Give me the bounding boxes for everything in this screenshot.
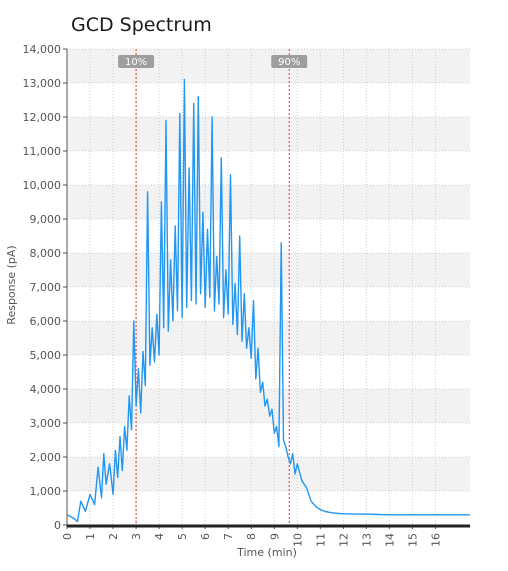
plot-band — [67, 321, 470, 355]
marker-label-bg — [118, 55, 155, 68]
marker-label-bg — [271, 55, 308, 68]
y-tick-label: 3,000 — [30, 417, 62, 430]
y-axis-label: Response (pA) — [5, 245, 18, 324]
y-tick-label: 2,000 — [30, 451, 62, 464]
chart-title: GCD Spectrum — [71, 14, 212, 36]
x-tick-label: 0 — [61, 533, 74, 540]
y-tick-label: 7,000 — [30, 281, 62, 294]
y-tick-label: 14,000 — [23, 43, 62, 56]
y-tick-label: 12,000 — [23, 111, 62, 124]
series-group — [66, 78, 470, 523]
x-tick-label: 1 — [84, 533, 97, 540]
x-tick-label: 4 — [153, 533, 166, 540]
x-tick-label: 11 — [314, 533, 327, 547]
x-tick-label: 3 — [130, 533, 143, 540]
marker-lines: 10% 90% — [118, 49, 308, 525]
x-tick-label: 13 — [360, 533, 373, 547]
y-tick-label: 9,000 — [30, 213, 62, 226]
plot-band — [67, 253, 470, 287]
plot-band — [67, 457, 470, 491]
x-tick-label: 10 — [291, 533, 304, 547]
x-tick-label: 7 — [222, 533, 235, 540]
y-tick-label: 13,000 — [23, 77, 62, 90]
y-tick-label: 10,000 — [23, 179, 62, 192]
x-tick-label: 6 — [199, 533, 212, 540]
marker-label: 10% — [125, 57, 147, 68]
y-tick-label: 6,000 — [30, 315, 62, 328]
y-tick-label: 1,000 — [30, 485, 62, 498]
x-tick-label: 15 — [406, 533, 419, 547]
y-tick-label: 11,000 — [23, 145, 62, 158]
series-line — [66, 78, 470, 523]
y-tick-label: 4,000 — [30, 383, 62, 396]
x-tick-label: 5 — [176, 533, 189, 540]
x-tick-label: 16 — [429, 533, 442, 547]
plot-band — [67, 117, 470, 151]
y-tick-label: 5,000 — [30, 349, 62, 362]
x-tick-label: 12 — [337, 533, 350, 547]
x-tick-label: 9 — [268, 533, 281, 540]
axes — [63, 48, 470, 529]
plot-band — [67, 185, 470, 219]
y-tick-label: 8,000 — [30, 247, 62, 260]
plot-bands — [67, 49, 470, 491]
x-tick-label: 14 — [383, 533, 396, 547]
tick-labels: 0 1,000 2,000 3,000 4,000 5,000 6,000 7,000 8,00… — [23, 43, 443, 547]
y-tick-label: 0 — [54, 519, 61, 532]
marker-label: 90% — [278, 57, 300, 68]
x-tick-label: 2 — [107, 533, 120, 540]
x-tick-label: 8 — [245, 533, 258, 540]
x-axis-label: Time (min) — [236, 546, 297, 559]
